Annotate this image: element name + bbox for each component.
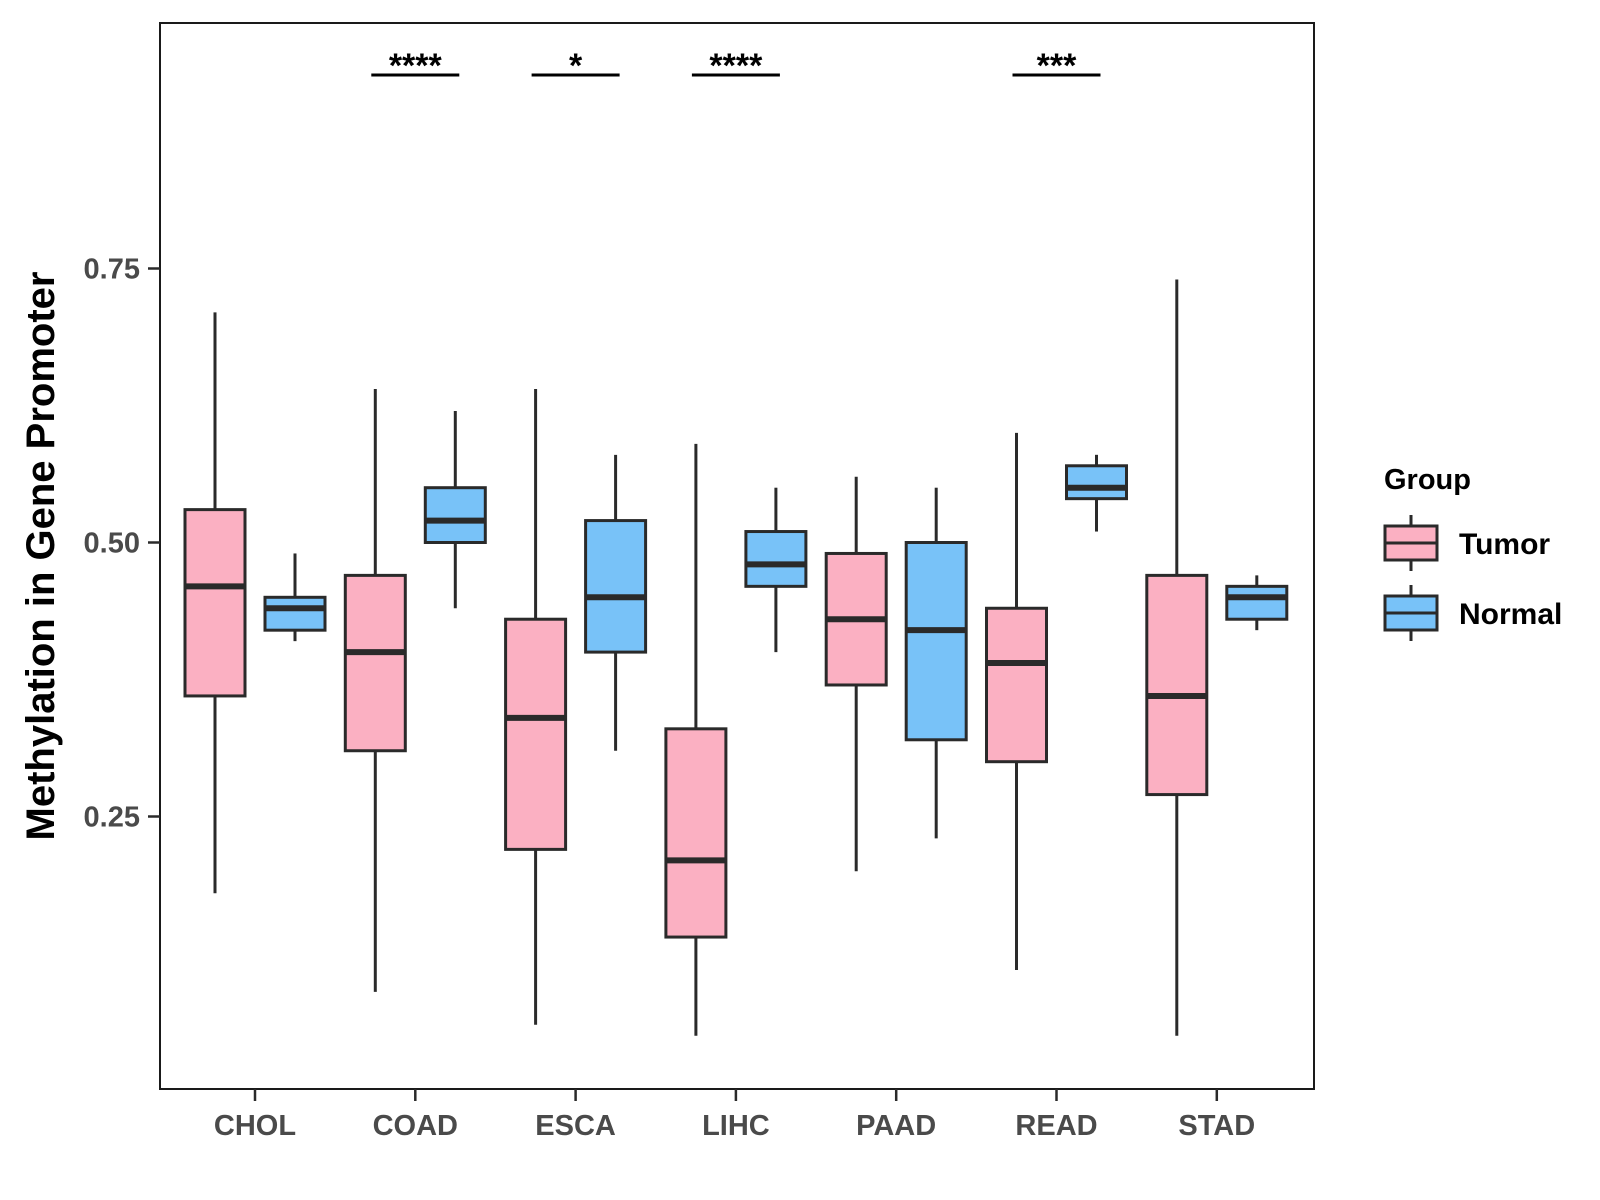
box-normal-lihc (744, 487, 808, 653)
box-body (744, 530, 808, 588)
box-body (343, 573, 407, 753)
x-tick-label: CHOL (214, 1110, 296, 1142)
significance-read: *** (1012, 47, 1101, 85)
box-normal-esca (584, 454, 648, 751)
x-tick-label: LIHC (702, 1110, 770, 1142)
y-tick-label: 0.25 (84, 802, 140, 834)
significance-label: **** (389, 47, 443, 85)
y-axis-title: Methylation in Gene Promoter (19, 272, 63, 841)
box-tumor-stad (1145, 279, 1209, 1036)
box-tumor-read (985, 432, 1048, 970)
x-axis: CHOL COAD ESCA LIHC PAAD READ STAD (214, 1089, 1255, 1142)
box-normal-coad (423, 410, 487, 609)
box-body (504, 617, 568, 851)
y-tick-label: 0.50 (84, 528, 140, 560)
box-body (584, 519, 648, 654)
box-body (183, 508, 247, 698)
significance-layer: **** * **** *** (371, 47, 1101, 85)
y-axis: 0.25 0.50 0.75 (84, 254, 160, 834)
x-tick-label: PAAD (856, 1110, 936, 1142)
box-body (985, 606, 1048, 764)
plot-panel (159, 22, 1315, 1090)
box-tumor-coad (343, 389, 407, 992)
legend-item-normal: Normal (1383, 585, 1562, 641)
box-normal-stad (1225, 575, 1289, 631)
box-tumor-lihc (664, 443, 728, 1036)
x-tick-label: ESCA (535, 1110, 616, 1142)
significance-esca: * (531, 47, 620, 85)
box-body (1225, 584, 1289, 621)
box-normal-read (1065, 454, 1128, 532)
y-tick-label: 0.75 (84, 254, 140, 286)
box-tumor-esca (504, 389, 568, 1025)
significance-label: **** (709, 47, 763, 85)
box-body (664, 727, 728, 939)
significance-coad: **** (371, 47, 460, 85)
box-normal-chol (263, 553, 327, 642)
legend-label: Normal (1459, 598, 1562, 631)
box-body (423, 486, 487, 545)
box-body (904, 541, 968, 742)
box-body (263, 595, 327, 632)
legend-title: Group (1384, 464, 1471, 496)
legend: Group Tumor Normal (1383, 464, 1562, 641)
legend-label: Tumor (1459, 528, 1550, 561)
box-tumor-paad (824, 476, 888, 872)
significance-lihc: **** (691, 47, 780, 85)
legend-item-tumor: Tumor (1383, 515, 1550, 571)
significance-label: *** (1037, 47, 1077, 85)
boxes-layer (183, 279, 1289, 1036)
box-tumor-chol (183, 312, 247, 894)
box-body (1145, 573, 1209, 797)
x-tick-label: READ (1015, 1110, 1097, 1142)
significance-label: * (569, 47, 583, 85)
box-body (1065, 464, 1128, 501)
x-tick-label: STAD (1178, 1110, 1255, 1142)
box-normal-paad (904, 487, 968, 839)
x-tick-label: COAD (373, 1110, 458, 1142)
